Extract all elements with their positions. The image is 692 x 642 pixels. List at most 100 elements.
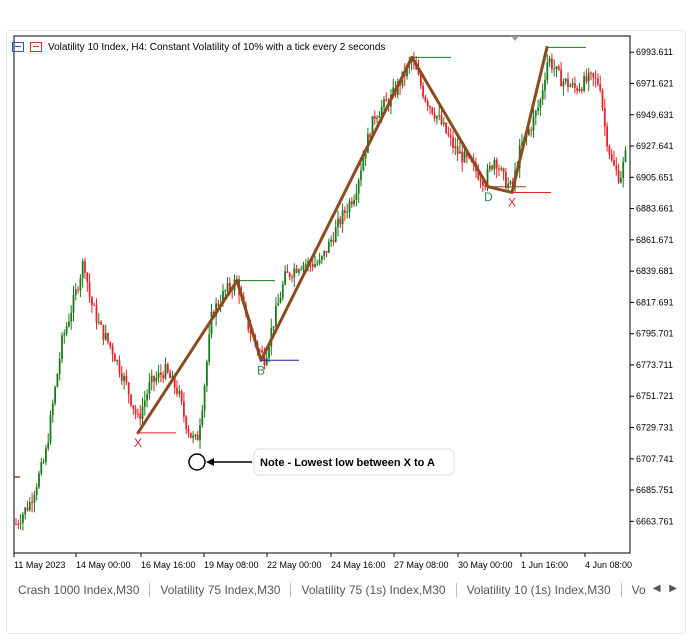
candle-body xyxy=(288,272,291,277)
candle-body xyxy=(364,152,367,159)
candle-body xyxy=(433,113,436,119)
candle-body xyxy=(120,373,123,381)
candle-body xyxy=(286,271,289,273)
candle-body xyxy=(91,297,93,305)
candle-body xyxy=(436,116,438,119)
candle-body xyxy=(194,434,197,436)
candle-body xyxy=(77,289,79,291)
candle-body xyxy=(17,523,20,525)
candle-body xyxy=(339,218,342,225)
candle-body xyxy=(426,101,429,107)
chart-menu-icon[interactable] xyxy=(12,42,24,52)
candle-body xyxy=(304,264,307,266)
candle-body xyxy=(173,375,176,388)
candle-body xyxy=(132,405,135,409)
candle-body xyxy=(141,406,144,419)
candle-body xyxy=(369,134,372,139)
candle-body xyxy=(603,107,606,127)
candle-body xyxy=(137,413,139,415)
candle-body xyxy=(498,168,500,170)
candle-body xyxy=(532,116,535,131)
annotation-text: Note - Lowest low between X to A xyxy=(260,457,435,469)
candle-body xyxy=(318,259,321,264)
x-tick-label: 19 May 08:00 xyxy=(204,560,259,570)
candle-body xyxy=(325,250,328,253)
candle-body xyxy=(505,172,507,189)
candle-body xyxy=(61,335,63,359)
candle-body xyxy=(162,374,165,379)
chart-title: Volatility 10 Index, H4: Constant Volati… xyxy=(48,41,386,53)
candle-body xyxy=(560,69,562,87)
candle-body xyxy=(111,346,114,355)
candle-body xyxy=(599,84,602,91)
candle-body xyxy=(208,334,211,362)
candle-body xyxy=(507,183,510,189)
candle-body xyxy=(118,360,121,374)
candle-body xyxy=(275,305,277,327)
candle-body xyxy=(383,99,385,107)
candle-body xyxy=(484,185,487,187)
candle-body xyxy=(571,83,574,86)
candle-body xyxy=(56,374,59,387)
candle-body xyxy=(47,442,50,449)
tab-volatility-75-1s[interactable]: Volatility 75 (1s) Index,M30 xyxy=(291,583,457,597)
tab-volatility-75[interactable]: Volatility 75 Index,M30 xyxy=(150,583,292,597)
candle-body xyxy=(438,115,441,117)
candle-body xyxy=(601,90,604,108)
candle-body xyxy=(592,73,595,78)
candle-body xyxy=(268,346,270,359)
candle-body xyxy=(215,303,217,317)
y-tick-label: 6993.611 xyxy=(636,47,673,57)
candle-body xyxy=(454,146,457,149)
candle-body xyxy=(157,372,160,378)
tab-crash-1000[interactable]: Crash 1000 Index,M30 xyxy=(8,583,151,597)
candle-body xyxy=(479,179,482,182)
candle-body xyxy=(613,160,615,166)
candle-body xyxy=(574,83,576,88)
candle-body xyxy=(65,326,68,334)
pattern-leg xyxy=(510,45,549,194)
candle-body xyxy=(95,305,98,323)
chart-properties-icon[interactable] xyxy=(30,42,42,52)
candle-body xyxy=(86,272,89,283)
candle-body xyxy=(265,358,268,366)
candle-body xyxy=(33,494,36,503)
candle-body xyxy=(493,159,496,170)
candle-body xyxy=(431,107,434,114)
candle-body xyxy=(123,375,125,381)
y-tick-label: 6685.751 xyxy=(636,485,674,495)
tab-volatility-10-1s[interactable]: Volatility 10 (1s) Index,M30 xyxy=(457,583,622,597)
candle-body xyxy=(54,386,56,404)
candle-body xyxy=(521,143,523,146)
candle-body xyxy=(551,58,553,69)
x-tick-label: 22 May 00:00 xyxy=(267,560,322,570)
candle-body xyxy=(150,375,153,383)
candle-body xyxy=(534,110,537,117)
annotation-callout xyxy=(253,448,455,476)
candle-body xyxy=(143,400,146,407)
x-tick-label: 27 May 08:00 xyxy=(394,560,449,570)
candle-body xyxy=(164,364,167,379)
candle-body xyxy=(378,115,381,118)
tab-vo[interactable]: Vo xyxy=(631,583,646,597)
candle-body xyxy=(562,81,565,87)
candle-body xyxy=(624,150,627,162)
candle-body xyxy=(249,329,252,334)
candle-body xyxy=(580,89,583,91)
candle-body xyxy=(380,106,383,116)
candle-body xyxy=(295,268,298,273)
candle-body xyxy=(104,332,107,340)
y-tick-label: 6861.671 xyxy=(636,235,674,245)
candle-body xyxy=(196,434,199,441)
x-tick-label: 14 May 00:00 xyxy=(76,560,131,570)
tab-scroll-arrows-icon[interactable]: ◀ ▶ xyxy=(652,583,680,594)
candle-body xyxy=(346,211,349,213)
candle-body xyxy=(298,269,300,273)
candle-body xyxy=(139,413,142,419)
candle-body xyxy=(206,361,208,386)
candle-body xyxy=(49,415,52,443)
candle-body xyxy=(392,87,395,95)
candle-body xyxy=(130,394,132,406)
candle-body xyxy=(84,261,86,273)
